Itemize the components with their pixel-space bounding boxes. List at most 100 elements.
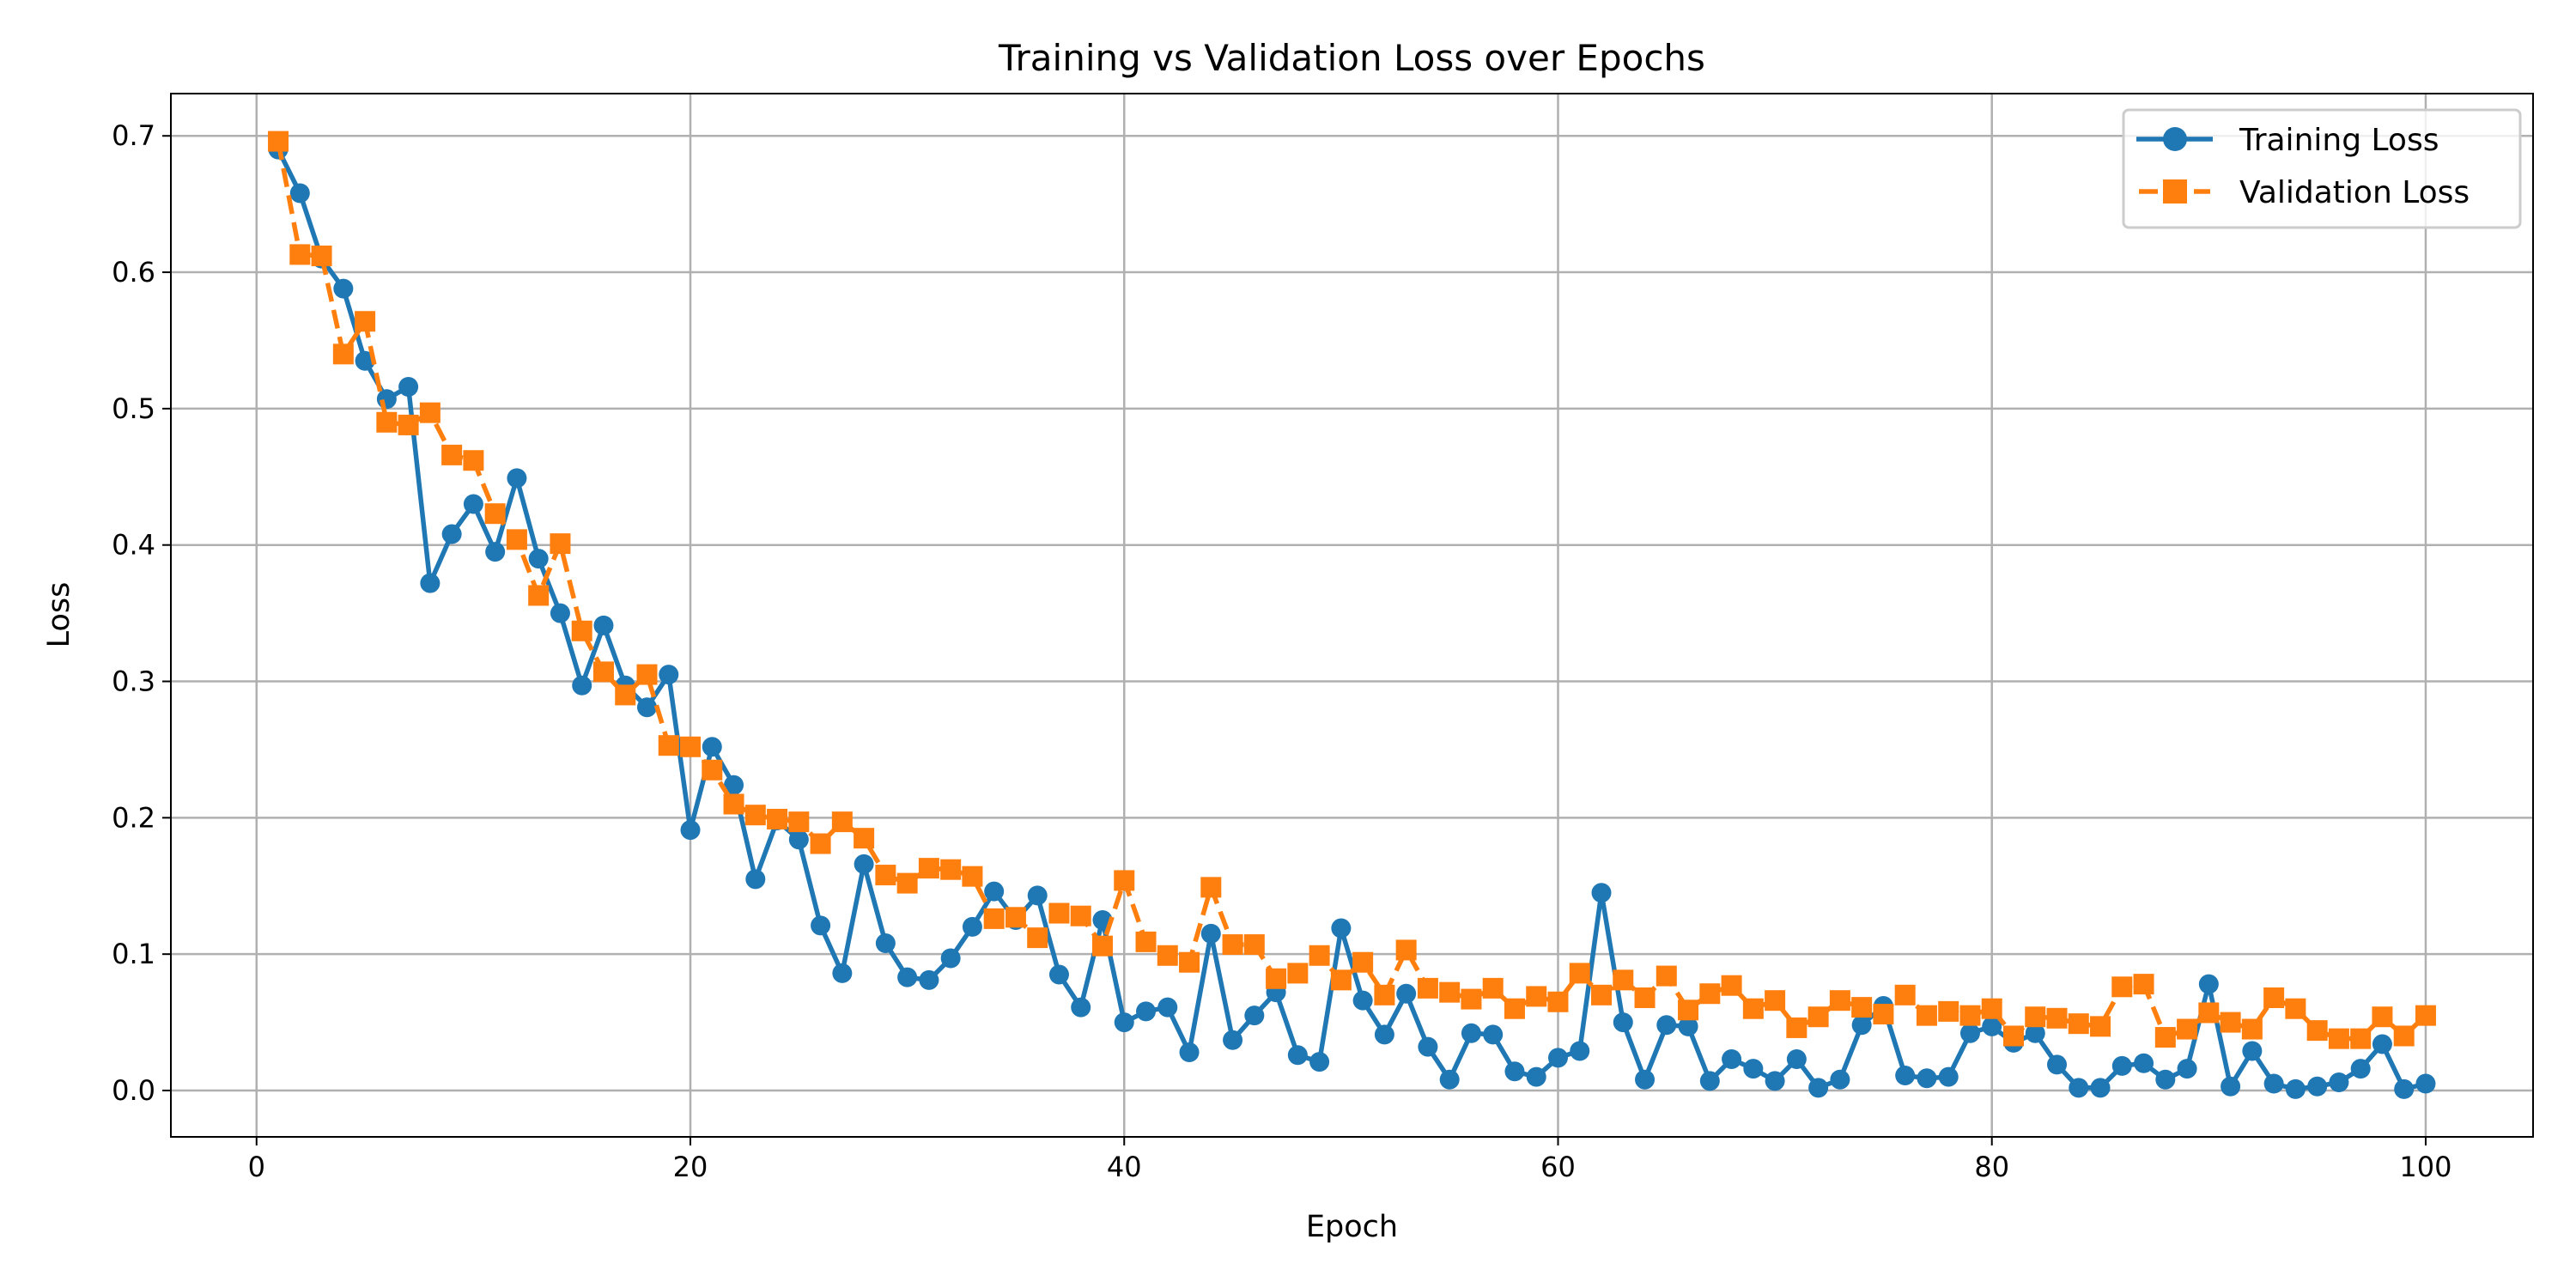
validation-point xyxy=(1526,986,1547,1007)
validation-point xyxy=(2372,1006,2393,1028)
validation-point xyxy=(2046,1007,2068,1029)
y-tick-label: 0.5 xyxy=(112,392,155,425)
y-tick-label: 0.4 xyxy=(112,529,155,562)
validation-point xyxy=(1699,983,1721,1005)
training-point xyxy=(1048,964,1069,985)
training-point xyxy=(2177,1059,2197,1079)
validation-point xyxy=(744,805,766,826)
training-point xyxy=(1244,1005,1265,1026)
training-point xyxy=(1982,1016,2002,1036)
training-point xyxy=(940,948,961,969)
validation-point xyxy=(1786,1017,1807,1038)
training-point xyxy=(1808,1078,1829,1098)
legend-training-marker xyxy=(2163,127,2187,151)
validation-point xyxy=(1243,934,1265,956)
series-validation xyxy=(268,131,2436,1049)
training-point xyxy=(1613,1012,1633,1033)
training-point xyxy=(832,963,853,983)
training-point xyxy=(2090,1078,2111,1098)
training-point xyxy=(897,967,918,987)
training-point xyxy=(528,549,549,569)
training-point xyxy=(745,869,766,890)
validation-point xyxy=(2263,987,2285,1008)
validation-point xyxy=(1027,927,1048,949)
validation-point xyxy=(2393,1025,2415,1047)
validation-point xyxy=(1114,870,1135,891)
training-point xyxy=(1917,1068,1937,1089)
training-point xyxy=(2025,1023,2045,1043)
training-point xyxy=(1959,1023,1980,1043)
training-point xyxy=(1352,990,1373,1011)
training-point xyxy=(1591,883,1612,903)
training-point xyxy=(1743,1059,1764,1079)
validation-point xyxy=(1179,951,1200,973)
validation-point xyxy=(1417,977,1438,999)
x-axis-label: Epoch xyxy=(1306,1210,1398,1244)
training-point xyxy=(1179,1042,1200,1063)
legend-validation-label: Validation Loss xyxy=(2239,175,2470,210)
validation-point xyxy=(1157,945,1178,966)
x-tick-label: 0 xyxy=(248,1151,265,1183)
validation-point xyxy=(1894,984,1916,1005)
axes-frame xyxy=(170,93,2534,1138)
validation-point xyxy=(2068,1013,2089,1035)
training-point xyxy=(2198,974,2219,994)
validation-point xyxy=(1461,988,1482,1010)
validation-point xyxy=(484,503,506,525)
training-point xyxy=(2221,1076,2241,1097)
training-point xyxy=(2285,1078,2306,1099)
validation-point xyxy=(2002,1025,2024,1047)
validation-point xyxy=(723,793,744,815)
validation-point xyxy=(1959,1005,1981,1026)
validation-point xyxy=(2177,1018,2198,1040)
training-point xyxy=(1895,1066,1916,1086)
training-point xyxy=(1678,1016,1698,1036)
training-point xyxy=(1483,1024,1504,1045)
y-tick-label: 0.0 xyxy=(112,1074,155,1107)
series-line xyxy=(276,148,2427,1092)
validation-point xyxy=(463,450,484,471)
validation-point xyxy=(506,529,527,550)
training-point xyxy=(636,697,657,718)
series-layer xyxy=(268,131,2436,1099)
validation-point xyxy=(896,872,918,894)
training-point xyxy=(1071,997,1091,1018)
training-point xyxy=(1786,1048,1807,1069)
training-point xyxy=(2155,1069,2176,1090)
validation-point xyxy=(1330,969,1352,991)
ticks: 0 20 40 60 80 100 0.0 0.1 0.2 0.3 0.4 0.5 0.6 0.7 xyxy=(112,119,2451,1183)
training-point xyxy=(1223,1030,1243,1050)
validation-point xyxy=(875,865,896,886)
training-point xyxy=(962,916,982,937)
training-point xyxy=(441,524,462,544)
validation-point xyxy=(441,444,463,465)
validation-point xyxy=(1482,977,1504,999)
validation-point xyxy=(1091,935,1113,957)
training-point xyxy=(1656,1015,1677,1036)
training-point xyxy=(398,376,419,397)
validation-point xyxy=(767,808,788,829)
validation-point xyxy=(962,866,983,887)
validation-point xyxy=(1266,968,1287,989)
training-point xyxy=(2047,1054,2068,1075)
training-point xyxy=(2069,1078,2089,1098)
legend-validation-marker xyxy=(2163,179,2187,204)
validation-point xyxy=(550,533,571,555)
training-point xyxy=(1439,1069,1460,1090)
training-point xyxy=(1200,923,1221,944)
training-point xyxy=(1374,1024,1394,1045)
validation-point xyxy=(1634,987,1656,1008)
training-point xyxy=(1136,1001,1157,1022)
x-tick-label: 40 xyxy=(1107,1151,1142,1183)
grid xyxy=(171,94,2533,1137)
validation-point xyxy=(332,343,354,365)
validation-point xyxy=(1829,990,1850,1012)
training-point xyxy=(875,933,896,953)
validation-point xyxy=(1200,877,1222,898)
training-point xyxy=(2329,1072,2349,1092)
validation-point xyxy=(636,664,658,685)
validation-point xyxy=(940,859,962,880)
validation-point xyxy=(2415,1005,2436,1026)
training-point xyxy=(1396,983,1417,1004)
validation-point xyxy=(1807,1006,1829,1028)
